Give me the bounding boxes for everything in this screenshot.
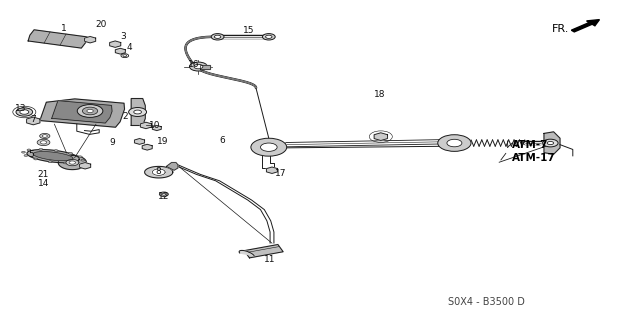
- Circle shape: [81, 159, 84, 161]
- Text: 7: 7: [31, 115, 36, 124]
- Polygon shape: [266, 167, 278, 173]
- Polygon shape: [374, 133, 387, 140]
- Text: 15: 15: [243, 26, 254, 35]
- Polygon shape: [28, 30, 87, 48]
- Circle shape: [447, 139, 462, 147]
- Circle shape: [22, 151, 26, 153]
- Polygon shape: [134, 139, 145, 144]
- Text: 4: 4: [127, 43, 132, 52]
- Text: ATM-17: ATM-17: [512, 153, 556, 163]
- Circle shape: [37, 139, 50, 146]
- Circle shape: [260, 143, 277, 151]
- Circle shape: [123, 55, 127, 57]
- Polygon shape: [109, 41, 121, 47]
- Circle shape: [214, 35, 221, 38]
- Circle shape: [27, 149, 31, 151]
- Text: ATM-7: ATM-7: [512, 140, 548, 150]
- Circle shape: [20, 110, 29, 114]
- Polygon shape: [166, 163, 178, 170]
- Circle shape: [39, 148, 43, 150]
- Text: 20: 20: [95, 20, 107, 29]
- Circle shape: [87, 109, 93, 113]
- Polygon shape: [79, 163, 91, 169]
- Polygon shape: [244, 244, 283, 258]
- Text: 18: 18: [374, 90, 386, 99]
- Polygon shape: [239, 251, 254, 256]
- Circle shape: [54, 150, 58, 152]
- Polygon shape: [145, 166, 173, 178]
- Polygon shape: [152, 169, 165, 175]
- Polygon shape: [544, 132, 560, 154]
- Circle shape: [77, 105, 103, 117]
- Text: 2: 2: [123, 112, 128, 121]
- Circle shape: [543, 139, 558, 147]
- Polygon shape: [52, 101, 112, 123]
- Text: 13: 13: [15, 104, 26, 113]
- Text: 11: 11: [264, 255, 276, 264]
- Text: 1: 1: [61, 24, 67, 33]
- Circle shape: [48, 161, 52, 163]
- Circle shape: [194, 64, 203, 69]
- Circle shape: [211, 34, 224, 40]
- Text: 6: 6: [220, 136, 225, 145]
- Polygon shape: [140, 122, 152, 129]
- Circle shape: [76, 161, 79, 163]
- Circle shape: [134, 110, 141, 114]
- Polygon shape: [58, 156, 86, 170]
- Text: 3: 3: [121, 32, 126, 41]
- Text: S0X4 - B3500 D: S0X4 - B3500 D: [448, 297, 525, 307]
- Text: FR.: FR.: [552, 24, 570, 35]
- Polygon shape: [84, 36, 95, 43]
- Text: 17: 17: [275, 169, 286, 178]
- Polygon shape: [200, 65, 210, 69]
- Circle shape: [34, 158, 38, 160]
- Text: 21: 21: [38, 170, 49, 179]
- Polygon shape: [27, 117, 40, 125]
- Text: 9: 9: [109, 138, 115, 147]
- Polygon shape: [142, 144, 152, 150]
- Polygon shape: [40, 99, 125, 127]
- Text: 5: 5: [28, 150, 33, 159]
- Circle shape: [42, 135, 47, 137]
- Circle shape: [24, 155, 28, 156]
- Circle shape: [189, 62, 207, 71]
- Circle shape: [438, 135, 471, 151]
- Circle shape: [83, 107, 98, 115]
- Text: 16: 16: [188, 60, 199, 69]
- Text: 14: 14: [38, 179, 49, 188]
- Circle shape: [251, 138, 287, 156]
- Polygon shape: [115, 48, 125, 54]
- Circle shape: [66, 159, 79, 166]
- Circle shape: [547, 141, 554, 145]
- Circle shape: [78, 156, 82, 158]
- Text: 10: 10: [149, 121, 161, 130]
- Circle shape: [40, 133, 50, 139]
- Circle shape: [162, 193, 166, 195]
- Polygon shape: [152, 125, 161, 131]
- Circle shape: [63, 162, 67, 164]
- Circle shape: [68, 152, 72, 154]
- Circle shape: [40, 141, 47, 144]
- Text: 8: 8: [156, 167, 161, 176]
- FancyArrow shape: [572, 20, 600, 32]
- Polygon shape: [27, 150, 79, 163]
- Circle shape: [159, 192, 168, 196]
- Circle shape: [262, 34, 275, 40]
- Circle shape: [129, 108, 147, 116]
- Circle shape: [16, 108, 33, 116]
- Circle shape: [69, 161, 76, 164]
- Circle shape: [266, 35, 272, 38]
- Polygon shape: [33, 152, 73, 161]
- Text: 12: 12: [158, 192, 170, 201]
- Polygon shape: [131, 99, 145, 125]
- Text: 19: 19: [157, 137, 169, 146]
